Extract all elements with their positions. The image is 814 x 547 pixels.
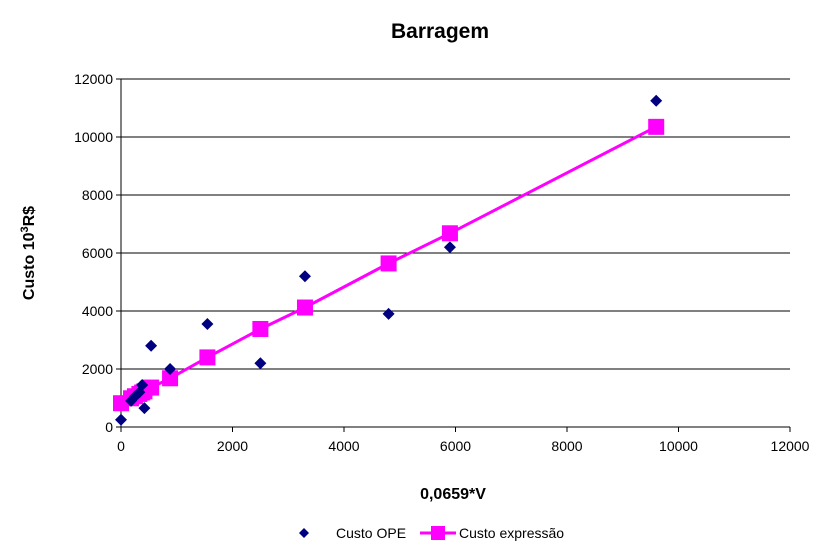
x-tick-label-8000: 8000 [551,438,582,454]
custo-expressao-point-13 [648,118,665,135]
custo-ope-point-5 [138,402,151,415]
y-tick-label-6000: 6000 [82,245,113,261]
y-tick-label-0: 0 [105,419,113,435]
custo-expressao-point-9 [252,320,269,337]
custo-expressao-point-7 [162,370,179,387]
x-tick-labels: 0 2000 4000 6000 8000 10000 12000 [117,438,810,454]
custo-ope-point-13 [650,94,663,107]
y-tick-label-8000: 8000 [82,187,113,203]
y-axis-title: Custo 103R$ [19,206,38,300]
legend-marker-custo-expressao [431,526,445,540]
x-tick-label-0: 0 [117,438,125,454]
legend-label-custo-expressao: Custo expressão [459,525,564,541]
custo-ope-point-12 [443,241,456,254]
custo-expressao-point-6 [143,379,160,396]
y-axis-title-prefix: Custo 10 [21,232,38,300]
gridlines [121,78,790,370]
y-axis-title-superscript: 3 [19,226,31,232]
custo-ope-point-10 [298,270,311,283]
custo-ope-point-11 [382,307,395,320]
custo-ope-point-6 [145,339,158,352]
x-axis-title: 0,0659*V [420,486,486,503]
legend: Custo OPE Custo expressão [299,525,564,541]
x-tick-label-10000: 10000 [659,438,698,454]
custo-ope-point-8 [201,318,214,331]
custo-expressao-point-8 [199,349,216,366]
custo-expressao-point-12 [441,225,458,242]
series-custo-ope [115,94,663,426]
y-tick-label-2000: 2000 [82,361,113,377]
custo-ope-point-4 [136,378,149,391]
y-tick-label-10000: 10000 [74,129,113,145]
custo-ope-point-7 [164,363,177,375]
custo-ope-point-9 [254,357,267,370]
y-tick-labels: 0 2000 4000 6000 8000 10000 12000 [74,71,113,435]
axes [116,78,791,432]
x-tick-label-4000: 4000 [328,438,359,454]
y-tick-label-4000: 4000 [82,303,113,319]
x-tick-label-12000: 12000 [771,438,810,454]
custo-ope-point-0 [115,413,127,426]
chart-title: Barragem [391,20,489,43]
x-tick-label-6000: 6000 [440,438,471,454]
y-axis-title-suffix: R$ [21,206,38,227]
custo-expressao-point-10 [296,299,313,316]
legend-label-custo-ope: Custo OPE [336,525,406,541]
x-tick-label-2000: 2000 [217,438,248,454]
legend-marker-custo-ope [299,528,309,538]
y-tick-label-12000: 12000 [74,71,113,87]
series-custo-expressao [113,118,665,412]
custo-expressao-point-11 [380,255,397,272]
